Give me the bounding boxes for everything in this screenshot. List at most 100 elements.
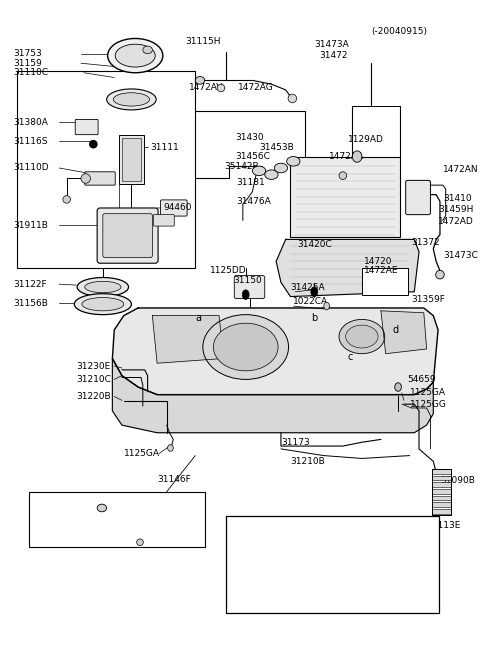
Text: a: a — [195, 314, 201, 324]
Ellipse shape — [265, 170, 278, 179]
Text: 31182: 31182 — [385, 560, 414, 569]
Text: NAME: NAME — [294, 599, 320, 608]
Ellipse shape — [274, 163, 288, 173]
FancyBboxPatch shape — [75, 119, 98, 135]
Ellipse shape — [288, 94, 297, 103]
Polygon shape — [152, 316, 224, 364]
Text: PNC
NO.: PNC NO. — [390, 594, 408, 613]
FancyBboxPatch shape — [85, 172, 115, 185]
Text: 31111: 31111 — [150, 143, 179, 151]
Text: 31110C: 31110C — [13, 68, 48, 77]
Ellipse shape — [339, 172, 347, 179]
Ellipse shape — [143, 46, 152, 54]
Text: b: b — [311, 314, 317, 324]
FancyBboxPatch shape — [160, 200, 187, 216]
Text: 31753: 31753 — [13, 49, 42, 58]
Text: 31146F: 31146F — [157, 475, 191, 484]
Ellipse shape — [213, 323, 278, 371]
Text: PAD-FUEL TANK: PAD-FUEL TANK — [267, 580, 347, 589]
Bar — [362, 268, 408, 295]
Text: 31147: 31147 — [154, 506, 183, 515]
Text: 31230E: 31230E — [76, 362, 110, 371]
Ellipse shape — [311, 287, 318, 297]
Text: 31181: 31181 — [385, 580, 414, 589]
FancyBboxPatch shape — [97, 208, 158, 263]
Ellipse shape — [324, 302, 329, 310]
Text: 31156B: 31156B — [13, 299, 48, 308]
Ellipse shape — [63, 196, 71, 203]
Ellipse shape — [77, 278, 129, 297]
Text: 31425A: 31425A — [290, 282, 325, 291]
Text: 31456C: 31456C — [235, 152, 270, 161]
Ellipse shape — [113, 93, 149, 106]
Text: 31110D: 31110D — [13, 164, 49, 172]
Bar — [432, 469, 451, 474]
Text: 31459H: 31459H — [438, 206, 473, 214]
Text: 31147A: 31147A — [33, 495, 68, 504]
Ellipse shape — [217, 84, 225, 92]
Text: 31453B: 31453B — [259, 143, 294, 151]
Text: 94460: 94460 — [164, 204, 192, 212]
Text: 31113E: 31113E — [427, 521, 461, 530]
Ellipse shape — [108, 39, 163, 73]
Ellipse shape — [352, 151, 362, 162]
Text: PAD-FUEL TANK: PAD-FUEL TANK — [267, 541, 347, 550]
Text: 54659: 54659 — [408, 375, 436, 384]
Bar — [29, 492, 205, 547]
Polygon shape — [381, 311, 427, 354]
Text: 31159: 31159 — [13, 59, 42, 67]
Text: a: a — [237, 580, 243, 589]
Text: 1022CA: 1022CA — [293, 297, 328, 306]
Text: d: d — [237, 521, 243, 531]
Text: 1125GA: 1125GA — [409, 388, 445, 397]
Bar — [17, 71, 195, 268]
Text: 1472AD: 1472AD — [438, 217, 474, 226]
Ellipse shape — [395, 383, 401, 391]
Text: 1125GA: 1125GA — [124, 449, 160, 458]
Ellipse shape — [85, 281, 121, 293]
Text: 31182C: 31182C — [382, 521, 417, 531]
Text: b: b — [237, 560, 243, 569]
Text: 31090B: 31090B — [440, 476, 475, 485]
Bar — [432, 476, 451, 480]
Text: 1125GG: 1125GG — [409, 400, 446, 409]
Text: c: c — [348, 352, 353, 362]
Bar — [290, 157, 400, 236]
Text: c: c — [238, 541, 242, 550]
Bar — [432, 509, 451, 514]
Text: 31210B: 31210B — [290, 457, 325, 466]
Text: 31173: 31173 — [281, 438, 310, 447]
Text: 31210C: 31210C — [76, 375, 111, 384]
Text: 1129AD: 1129AD — [348, 135, 384, 144]
Text: d: d — [392, 325, 398, 335]
Text: 1472AG: 1472AG — [238, 83, 274, 92]
FancyBboxPatch shape — [406, 180, 431, 215]
FancyBboxPatch shape — [153, 215, 174, 226]
Ellipse shape — [339, 320, 385, 354]
Polygon shape — [276, 240, 419, 297]
Text: 31473C: 31473C — [444, 251, 479, 260]
Bar — [432, 502, 451, 507]
Ellipse shape — [436, 271, 444, 279]
Polygon shape — [112, 358, 433, 433]
Bar — [122, 138, 141, 181]
Ellipse shape — [168, 445, 173, 451]
Ellipse shape — [115, 44, 155, 67]
Bar — [226, 517, 439, 613]
Text: 1472AE: 1472AE — [364, 267, 398, 275]
Ellipse shape — [203, 314, 288, 379]
Text: 31183: 31183 — [385, 541, 414, 550]
Polygon shape — [112, 308, 438, 394]
Ellipse shape — [346, 325, 378, 348]
Ellipse shape — [89, 140, 97, 148]
Ellipse shape — [252, 166, 266, 176]
Text: 31359F: 31359F — [411, 295, 445, 304]
Ellipse shape — [82, 297, 124, 311]
Text: 31476A: 31476A — [236, 196, 271, 206]
Bar — [119, 135, 144, 184]
Text: 31147H: 31147H — [33, 510, 69, 519]
Text: 1472AA: 1472AA — [328, 152, 364, 161]
Text: 31220B: 31220B — [76, 392, 111, 401]
Text: 31150: 31150 — [233, 276, 262, 285]
Text: PAD-FUEL TANK: PAD-FUEL TANK — [267, 521, 347, 531]
